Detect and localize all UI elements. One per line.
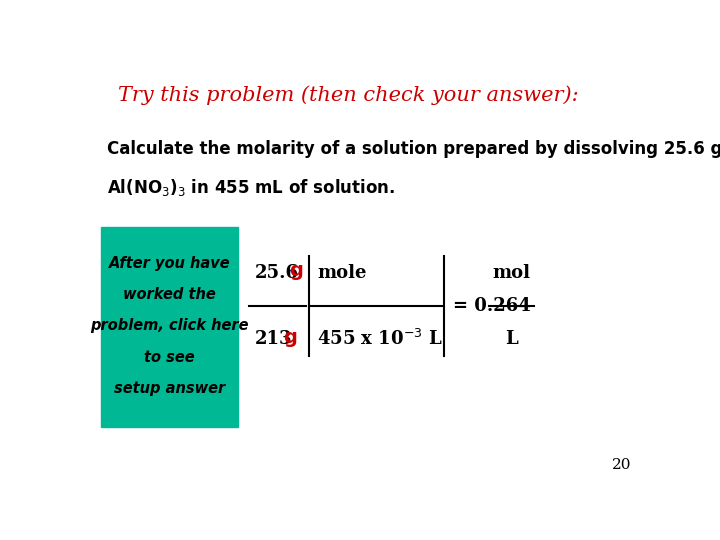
Text: Try this problem (then check your answer):: Try this problem (then check your answer… bbox=[118, 85, 579, 105]
Text: mol: mol bbox=[492, 264, 531, 282]
Text: problem, click here: problem, click here bbox=[90, 319, 249, 333]
FancyBboxPatch shape bbox=[101, 227, 238, 427]
Text: Al(NO$_3$)$_3$ in 455 mL of solution.: Al(NO$_3$)$_3$ in 455 mL of solution. bbox=[107, 177, 395, 198]
Text: L: L bbox=[505, 330, 518, 348]
Text: worked the: worked the bbox=[123, 287, 216, 302]
Text: mole: mole bbox=[317, 264, 366, 282]
Text: Calculate the molarity of a solution prepared by dissolving 25.6 grams of: Calculate the molarity of a solution pre… bbox=[107, 140, 720, 158]
Text: 25.6: 25.6 bbox=[255, 264, 299, 282]
Text: $\mathbf{g}$: $\mathbf{g}$ bbox=[289, 263, 303, 282]
Text: After you have: After you have bbox=[109, 256, 230, 271]
Text: $\mathbf{g}$: $\mathbf{g}$ bbox=[282, 330, 297, 349]
Text: 213: 213 bbox=[255, 330, 292, 348]
Text: 455 x 10$^{-3}$ L: 455 x 10$^{-3}$ L bbox=[317, 329, 443, 349]
Text: 20: 20 bbox=[612, 458, 631, 472]
Text: = 0.264: = 0.264 bbox=[453, 297, 531, 315]
Text: setup answer: setup answer bbox=[114, 381, 225, 396]
Text: to see: to see bbox=[144, 349, 195, 364]
